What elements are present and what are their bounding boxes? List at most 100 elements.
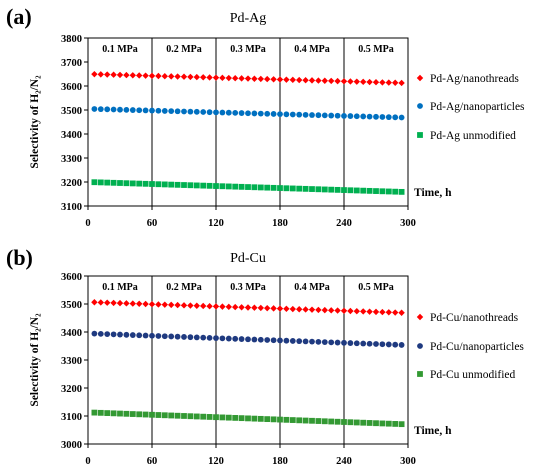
- data-point: [161, 72, 168, 80]
- data-point: [315, 112, 322, 119]
- data-point: [340, 78, 348, 85]
- data-point: [392, 114, 399, 121]
- segment-label: 0.2 MPa: [166, 282, 202, 293]
- data-point: [219, 414, 226, 421]
- data-point: [181, 108, 187, 115]
- data-point: [264, 184, 271, 191]
- data-point: [212, 303, 220, 310]
- data-point: [238, 336, 245, 342]
- data-point: [200, 413, 207, 420]
- data-point: [181, 182, 187, 188]
- segment-label: 0.4 MPa: [294, 44, 330, 55]
- data-point: [302, 77, 309, 84]
- y-tick-label: 3200: [61, 178, 82, 189]
- data-point: [340, 307, 348, 314]
- data-point: [136, 72, 143, 79]
- data-point: [296, 185, 303, 192]
- data-point: [129, 72, 136, 79]
- data-point: [270, 76, 277, 83]
- panel-label: (a): [6, 4, 32, 29]
- data-point: [347, 340, 354, 346]
- x-tick-label: 180: [272, 218, 288, 229]
- data-point: [238, 415, 245, 422]
- data-point: [110, 331, 117, 338]
- data-point: [296, 338, 303, 345]
- data-point: [213, 183, 219, 189]
- data-point: [174, 333, 181, 340]
- data-point: [136, 300, 143, 307]
- data-point: [117, 331, 123, 338]
- data-point: [161, 412, 168, 419]
- data-point: [225, 74, 232, 82]
- data-point: [245, 415, 251, 422]
- y-tick-label: 3500: [61, 300, 82, 311]
- data-point: [245, 110, 251, 117]
- data-point: [334, 77, 341, 85]
- data-point: [193, 108, 200, 115]
- data-point: [283, 76, 290, 83]
- data-point: [379, 114, 386, 120]
- segment-label: 0.3 MPa: [230, 282, 266, 293]
- data-point: [187, 73, 194, 81]
- data-point: [193, 73, 200, 81]
- segment-label: 0.1 MPa: [102, 44, 138, 55]
- data-point: [276, 76, 284, 83]
- data-point: [398, 114, 405, 121]
- data-point: [142, 72, 149, 79]
- data-point: [206, 74, 213, 81]
- x-axis-label: Time, h: [414, 425, 452, 437]
- plot-frame: [87, 37, 409, 207]
- y-tick-label: 3300: [61, 154, 82, 165]
- data-point: [392, 421, 399, 427]
- data-point: [373, 341, 379, 347]
- data-point: [232, 109, 239, 116]
- data-point: [91, 179, 98, 186]
- y-tick-label: 3400: [61, 328, 82, 339]
- data-point: [97, 179, 104, 186]
- data-point: [232, 303, 239, 311]
- data-point: [149, 332, 155, 339]
- data-point: [116, 71, 124, 79]
- legend-marker: [417, 132, 423, 138]
- data-point: [283, 111, 290, 118]
- data-point: [225, 335, 232, 342]
- data-point: [341, 339, 347, 346]
- data-point: [232, 74, 239, 82]
- data-point: [212, 74, 220, 81]
- data-point: [123, 410, 130, 417]
- data-point: [360, 78, 367, 86]
- data-point: [347, 187, 354, 194]
- data-point: [321, 339, 328, 346]
- data-point: [206, 414, 213, 420]
- data-point: [136, 332, 143, 339]
- data-point: [251, 110, 258, 117]
- data-point: [347, 307, 354, 315]
- data-point: [142, 411, 149, 418]
- data-point: [366, 78, 373, 86]
- data-point: [321, 112, 328, 119]
- data-point: [187, 108, 194, 115]
- data-point: [174, 412, 181, 419]
- data-point: [264, 416, 271, 423]
- data-point: [328, 339, 335, 346]
- data-point: [148, 72, 156, 80]
- y-tick-label: 3800: [61, 34, 82, 45]
- data-point: [302, 338, 309, 345]
- data-point: [308, 77, 316, 84]
- data-point: [155, 301, 162, 308]
- data-point: [238, 304, 245, 311]
- data-point: [149, 107, 155, 114]
- x-axis-label: Time, h: [414, 187, 452, 199]
- data-point: [283, 416, 290, 423]
- data-point: [200, 74, 207, 81]
- data-point: [123, 331, 130, 338]
- data-point: [155, 107, 162, 114]
- x-tick-label: 0: [85, 218, 90, 229]
- data-point: [328, 77, 335, 85]
- data-point: [187, 302, 194, 309]
- data-point: [315, 338, 322, 345]
- data-point: [232, 414, 239, 421]
- data-point: [270, 337, 277, 344]
- data-point: [104, 71, 111, 78]
- data-point: [174, 73, 181, 80]
